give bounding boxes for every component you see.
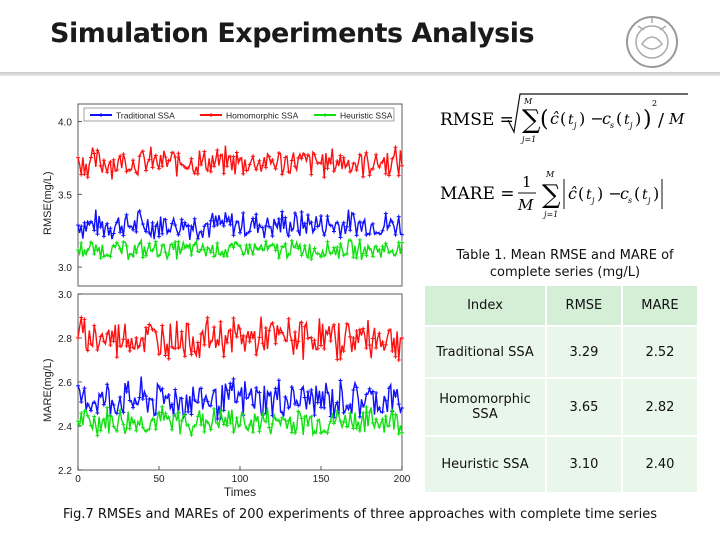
y-tick-label: 3.0 bbox=[58, 263, 72, 274]
svg-text:j=1: j=1 bbox=[542, 210, 558, 219]
svg-text:): ) bbox=[643, 107, 652, 132]
legend-label: Traditional SSA bbox=[116, 111, 175, 121]
table-row: Homomorphic SSA 3.65 2.82 bbox=[425, 377, 697, 436]
mare-formula: MARE = 1 M M ∑ j=1 ĉ ( t j ) − c s ( t j… bbox=[440, 170, 663, 219]
table-row: Traditional SSA 3.29 2.52 bbox=[425, 325, 697, 378]
university-seal-icon bbox=[626, 16, 678, 68]
y-tick-label: 2.6 bbox=[58, 378, 72, 389]
rmse-formula: RMSE = M ∑ j=1 ( ĉ ( t j ) − c s ( t j )… bbox=[440, 93, 688, 144]
svg-text:ĉ: ĉ bbox=[550, 109, 559, 128]
svg-text:j: j bbox=[646, 196, 651, 205]
svg-text:(: ( bbox=[540, 107, 549, 132]
svg-text:(: ( bbox=[634, 184, 640, 203]
figure-caption: Fig.7 RMSEs and MAREs of 200 experiments… bbox=[62, 507, 658, 522]
header-index: Index bbox=[425, 286, 546, 326]
y-tick-label: 4.0 bbox=[58, 117, 72, 128]
table-row: Heuristic SSA 3.10 2.40 bbox=[425, 435, 697, 492]
legend-marker bbox=[209, 113, 213, 117]
line-chart: 3.0 3.5 4.0 RMSE(mg/L) Traditional SSA Homomo… bbox=[42, 103, 411, 499]
title-divider bbox=[0, 72, 720, 76]
svg-text:t: t bbox=[568, 112, 574, 128]
legend-label: Homomorphic SSA bbox=[226, 111, 299, 121]
svg-text:t: t bbox=[586, 187, 592, 203]
svg-text:j: j bbox=[590, 196, 595, 205]
svg-text:c: c bbox=[620, 184, 629, 203]
mare-formula-lhs: MARE = bbox=[440, 184, 515, 204]
svg-text:∑: ∑ bbox=[522, 105, 541, 135]
y-tick-label: 3.5 bbox=[58, 190, 72, 201]
legend-marker bbox=[99, 113, 103, 117]
svg-text:) −: ) − bbox=[597, 184, 622, 203]
y-tick-label: 2.8 bbox=[58, 334, 72, 345]
svg-text:t: t bbox=[642, 187, 648, 203]
row-mare: 2.82 bbox=[620, 377, 697, 436]
header-mare: MARE bbox=[620, 286, 697, 326]
svg-text:(: ( bbox=[616, 109, 622, 128]
svg-text:2: 2 bbox=[652, 99, 657, 108]
svg-text:): ) bbox=[653, 184, 659, 203]
rmse-formula-lhs: RMSE = bbox=[440, 110, 514, 130]
svg-text:t: t bbox=[624, 112, 630, 128]
series-markers bbox=[76, 315, 404, 363]
series-markers bbox=[76, 237, 404, 262]
row-rmse: 3.10 bbox=[545, 435, 622, 492]
svg-text:(: ( bbox=[560, 109, 566, 128]
y-tick-label: 2.2 bbox=[58, 466, 72, 477]
header-rmse: RMSE bbox=[545, 286, 622, 326]
y-axis-label: RMSE(mg/L) bbox=[42, 171, 54, 235]
svg-text:∑: ∑ bbox=[542, 180, 561, 210]
x-tick-label: 100 bbox=[232, 474, 249, 485]
legend-label: Heuristic SSA bbox=[340, 111, 393, 121]
row-index: Homomorphic SSA bbox=[425, 377, 546, 436]
series-markers bbox=[76, 145, 404, 180]
row-rmse: 3.65 bbox=[545, 377, 622, 436]
results-table: Index RMSE MARE Traditional SSA 3.29 2.5… bbox=[425, 286, 697, 492]
row-index: Heuristic SSA bbox=[425, 435, 546, 492]
x-tick-label: 50 bbox=[153, 474, 165, 485]
plot-frame bbox=[77, 293, 403, 471]
svg-text:j: j bbox=[572, 121, 577, 130]
svg-text:M: M bbox=[517, 196, 534, 214]
svg-text:): ) bbox=[635, 109, 641, 128]
svg-text:M: M bbox=[523, 97, 533, 106]
slide-title: Simulation Experiments Analysis bbox=[50, 18, 535, 49]
series-markers bbox=[76, 208, 404, 241]
y-tick-label: 3.0 bbox=[58, 290, 72, 301]
row-mare: 2.40 bbox=[620, 435, 697, 492]
svg-text:s: s bbox=[610, 121, 614, 130]
svg-text:ĉ: ĉ bbox=[568, 184, 577, 203]
svg-text:1: 1 bbox=[522, 173, 532, 191]
svg-text:s: s bbox=[628, 196, 632, 205]
x-tick-label: 0 bbox=[75, 474, 81, 485]
y-tick-label: 2.4 bbox=[58, 422, 72, 433]
svg-text:) −: ) − bbox=[579, 109, 604, 128]
row-index: Traditional SSA bbox=[425, 325, 546, 378]
series-markers bbox=[76, 404, 404, 438]
svg-text:M: M bbox=[545, 170, 555, 179]
row-rmse: 3.29 bbox=[545, 325, 622, 378]
svg-text:c: c bbox=[602, 109, 611, 128]
svg-text:j=1: j=1 bbox=[520, 135, 536, 144]
x-tick-label: 200 bbox=[394, 474, 411, 485]
svg-text:j: j bbox=[628, 121, 633, 130]
svg-text:M: M bbox=[668, 110, 685, 128]
x-axis-label: Times bbox=[224, 485, 256, 499]
svg-text:/: / bbox=[658, 110, 665, 131]
y-axis-label: MARE(mg/L) bbox=[42, 358, 54, 422]
svg-text:(: ( bbox=[578, 184, 584, 203]
legend-marker bbox=[323, 113, 327, 117]
table-caption: Table 1. Mean RMSE and MARE of complete … bbox=[456, 248, 674, 280]
row-mare: 2.52 bbox=[620, 325, 697, 378]
x-tick-label: 150 bbox=[313, 474, 330, 485]
legend-box bbox=[83, 107, 395, 122]
